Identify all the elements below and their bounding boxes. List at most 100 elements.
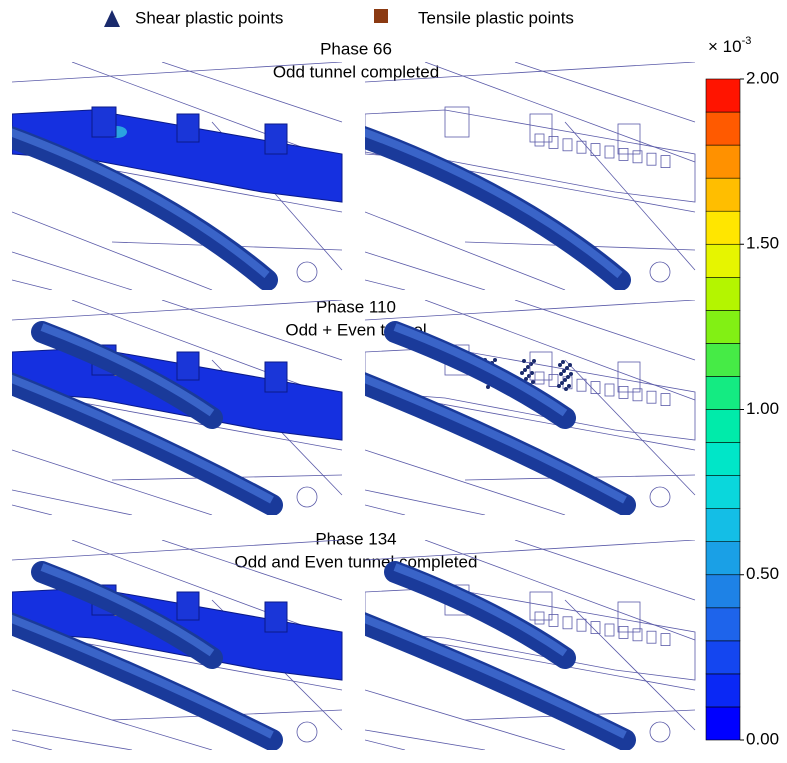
arch: [647, 391, 656, 403]
arch: [661, 394, 670, 406]
plastic-point: [532, 359, 536, 363]
panel-content: [355, 540, 695, 750]
colorbar-band: [706, 376, 740, 409]
arch: [605, 146, 614, 158]
colorbar-band: [706, 343, 740, 376]
wireframe: [365, 540, 695, 560]
wireframe: [365, 300, 695, 320]
colorbar-band: [706, 707, 740, 740]
wireframe: [365, 740, 405, 750]
arch: [633, 389, 642, 401]
wireframe: [365, 490, 485, 515]
plastic-point: [561, 360, 565, 364]
tower: [618, 124, 640, 154]
arch: [661, 156, 670, 168]
colorbar-band: [706, 244, 740, 277]
colorbar-band: [706, 608, 740, 641]
panel-content: [2, 540, 342, 750]
plastic-point: [569, 372, 573, 376]
tower: [445, 107, 469, 137]
arch: [605, 384, 614, 396]
colorbar-tick-label: 0.00: [746, 729, 779, 748]
colorbar-tick-label: 1.50: [746, 234, 779, 253]
figure: Shear plastic points Tensile plastic poi…: [0, 0, 787, 758]
tower: [92, 107, 116, 137]
tower: [177, 592, 199, 620]
arch: [535, 372, 544, 384]
axis-gizmo: [297, 487, 317, 507]
arch: [577, 619, 586, 631]
tower: [618, 602, 640, 632]
axis-gizmo: [297, 722, 317, 742]
wireframe: [515, 62, 695, 122]
plastic-point: [564, 387, 568, 391]
plastic-point: [526, 365, 530, 369]
tunnel: [355, 620, 625, 740]
plastic-point: [493, 358, 497, 362]
axis-gizmo: [650, 722, 670, 742]
wireframe: [12, 490, 132, 515]
arch: [563, 617, 572, 629]
axis-gizmo: [650, 262, 670, 282]
colorbar-band: [706, 509, 740, 542]
arch: [647, 631, 656, 643]
arch: [661, 634, 670, 646]
colorbar-band: [706, 79, 740, 112]
plastic-point: [558, 363, 562, 367]
unit-base: × 10: [708, 37, 742, 56]
arch: [535, 612, 544, 624]
legend-label: Shear plastic points: [135, 8, 283, 27]
tower: [265, 602, 287, 632]
arch: [633, 629, 642, 641]
arch: [591, 144, 600, 156]
plastic-point: [568, 363, 572, 367]
wireframe: [515, 300, 695, 360]
tower: [177, 352, 199, 380]
colorbar-band: [706, 476, 740, 509]
tunnel: [355, 134, 620, 280]
colorbar-band: [706, 542, 740, 575]
strain-panel: [2, 62, 342, 290]
plastic-points-panel: [355, 62, 695, 290]
legend-label: Tensile plastic points: [418, 8, 574, 27]
plastic-point: [557, 384, 561, 388]
wireframe: [365, 730, 485, 750]
plastic-point: [566, 375, 570, 379]
colorbar-band: [706, 443, 740, 476]
wireframe: [12, 280, 52, 290]
plastic-point: [527, 374, 531, 378]
arch: [577, 141, 586, 153]
colorbar-band: [706, 178, 740, 211]
axis-gizmo: [650, 487, 670, 507]
plastic-point: [531, 380, 535, 384]
arch: [619, 626, 628, 638]
colorbar-band: [706, 277, 740, 310]
plastic-point: [567, 384, 571, 388]
wireframe: [12, 505, 52, 515]
phase-title: Phase 134: [315, 529, 396, 548]
arch: [633, 151, 642, 163]
arch: [647, 153, 656, 165]
plastic-point: [562, 369, 566, 373]
tower: [618, 362, 640, 392]
axis-gizmo: [297, 262, 317, 282]
colorbar-band: [706, 641, 740, 674]
phase-title: Phase 110: [316, 297, 396, 316]
colorbar-band: [706, 674, 740, 707]
colorbar-tick-label: 1.00: [746, 399, 779, 418]
plastic-point: [523, 368, 527, 372]
wireframe: [365, 280, 405, 290]
unit-exponent: -3: [742, 35, 752, 47]
tower: [265, 124, 287, 154]
plastic-points-panel: [355, 300, 695, 515]
colorbar-band: [706, 410, 740, 443]
wireframe: [12, 730, 132, 750]
panel-content: [2, 62, 342, 290]
wireframe: [12, 740, 52, 750]
colorbar-unit: × 10-3: [708, 35, 751, 57]
wireframe: [12, 300, 342, 320]
colorbar-band: [706, 575, 740, 608]
plastic-points-panel: [355, 540, 695, 750]
tower: [265, 362, 287, 392]
colorbar-tick-label: 0.50: [746, 564, 779, 583]
